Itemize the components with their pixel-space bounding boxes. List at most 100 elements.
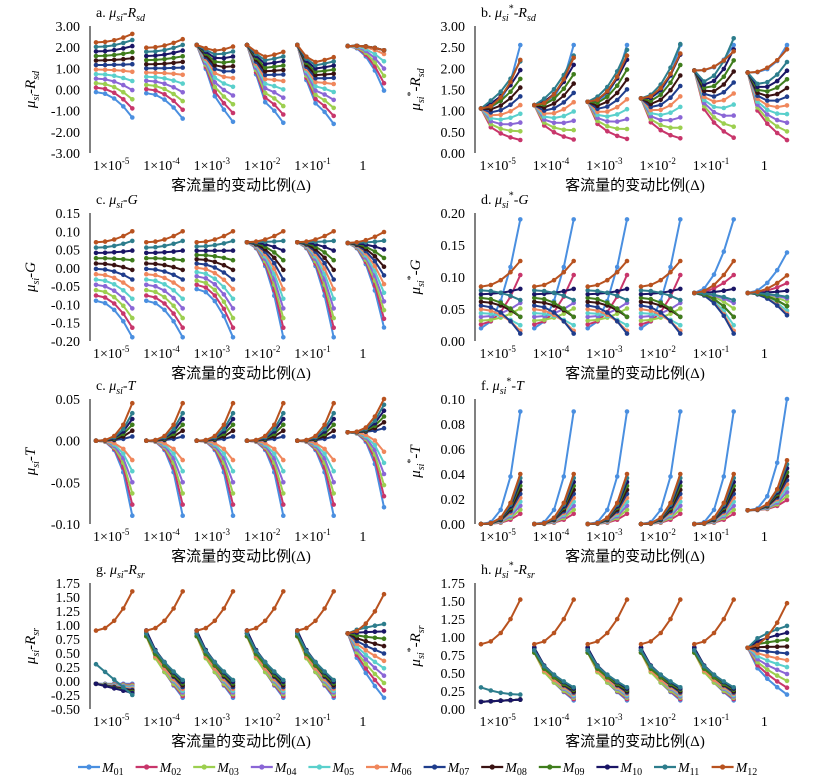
- data-point: [518, 67, 523, 73]
- data-point: [262, 95, 268, 100]
- data-point: [765, 79, 770, 85]
- data-point: [721, 616, 727, 622]
- data-point: [281, 315, 286, 321]
- data-point: [638, 310, 644, 316]
- data-point: [668, 65, 673, 70]
- data-point: [784, 458, 790, 463]
- data-point: [121, 295, 126, 301]
- data-point: [272, 68, 277, 74]
- data-point: [331, 63, 337, 68]
- data-point: [624, 136, 630, 142]
- x-tick-label: 1×10-1: [294, 712, 330, 730]
- data-point: [678, 217, 683, 222]
- y-tick-label: 0.00: [56, 435, 81, 450]
- data-point: [561, 319, 567, 324]
- data-point: [111, 433, 117, 439]
- data-point: [130, 55, 135, 61]
- data-point: [111, 57, 117, 63]
- data-point: [561, 77, 567, 82]
- data-point: [162, 76, 167, 81]
- data-point: [774, 98, 780, 103]
- data-point: [130, 416, 135, 422]
- x-tick-label: 1×10-4: [533, 712, 570, 730]
- data-point: [230, 468, 236, 474]
- data-point: [331, 59, 337, 64]
- data-point: [381, 636, 387, 641]
- data-point: [605, 129, 610, 134]
- data-point: [162, 237, 167, 242]
- data-point: [721, 121, 727, 126]
- data-point: [322, 669, 327, 674]
- data-point: [571, 72, 576, 77]
- data-point: [595, 305, 600, 310]
- data-point: [595, 639, 600, 644]
- x-tick-label: 1×10-4: [533, 527, 570, 545]
- data-point: [488, 520, 494, 526]
- data-point: [295, 240, 300, 245]
- data-point: [508, 500, 513, 506]
- data-point: [605, 310, 610, 315]
- data-point: [272, 233, 277, 239]
- data-point: [144, 240, 149, 245]
- x-group: [745, 250, 790, 318]
- data-point: [648, 317, 654, 323]
- data-point: [518, 697, 523, 702]
- data-point: [658, 127, 663, 133]
- y-tick-label: 0.00: [56, 84, 81, 99]
- data-point: [372, 249, 378, 254]
- x-group: [144, 36, 185, 121]
- data-point: [363, 670, 369, 676]
- data-point: [595, 282, 600, 288]
- data-point: [230, 64, 236, 69]
- data-point: [281, 410, 286, 416]
- data-point: [692, 521, 697, 527]
- panel-title: c. μsi-G: [96, 193, 138, 211]
- x-group: [295, 229, 337, 340]
- data-point: [532, 288, 537, 293]
- data-point: [784, 288, 790, 294]
- data-point: [731, 306, 736, 311]
- x-tick-label: 1: [359, 347, 366, 362]
- data-point: [130, 513, 135, 518]
- data-point: [614, 474, 620, 479]
- data-point: [381, 396, 387, 402]
- x-group: [345, 396, 387, 510]
- data-point: [180, 42, 185, 48]
- data-point: [532, 322, 537, 327]
- data-point: [180, 677, 185, 683]
- data-point: [93, 71, 99, 77]
- y-tick-label: 0.06: [441, 443, 466, 458]
- data-point: [130, 31, 135, 37]
- data-point: [130, 422, 135, 428]
- data-point: [638, 96, 644, 101]
- data-point: [711, 94, 717, 99]
- data-point: [212, 89, 218, 94]
- x-group: [692, 36, 736, 140]
- series-line-M01: [693, 219, 735, 294]
- data-point: [203, 276, 209, 281]
- data-point: [731, 58, 736, 63]
- data-point: [203, 239, 209, 244]
- x-group: [295, 400, 337, 518]
- data-point: [731, 135, 736, 140]
- data-point: [272, 255, 277, 261]
- data-point: [102, 295, 108, 300]
- y-tick-label: 1.00: [441, 631, 466, 646]
- series-line-M12: [534, 260, 575, 288]
- data-point: [144, 287, 149, 293]
- data-point: [774, 638, 780, 644]
- data-point: [624, 331, 630, 336]
- data-point: [381, 643, 387, 649]
- data-point: [93, 89, 99, 95]
- data-point: [93, 287, 99, 293]
- y-axis-label: μsi*-G: [406, 259, 427, 295]
- data-point: [130, 229, 135, 234]
- data-point: [194, 265, 199, 271]
- data-point: [102, 261, 108, 267]
- y-tick-label: -0.10: [51, 518, 80, 533]
- data-point: [571, 685, 576, 690]
- data-point: [518, 120, 523, 125]
- y-tick-label: 0.50: [56, 647, 81, 662]
- data-point: [93, 76, 99, 81]
- data-point: [180, 116, 185, 121]
